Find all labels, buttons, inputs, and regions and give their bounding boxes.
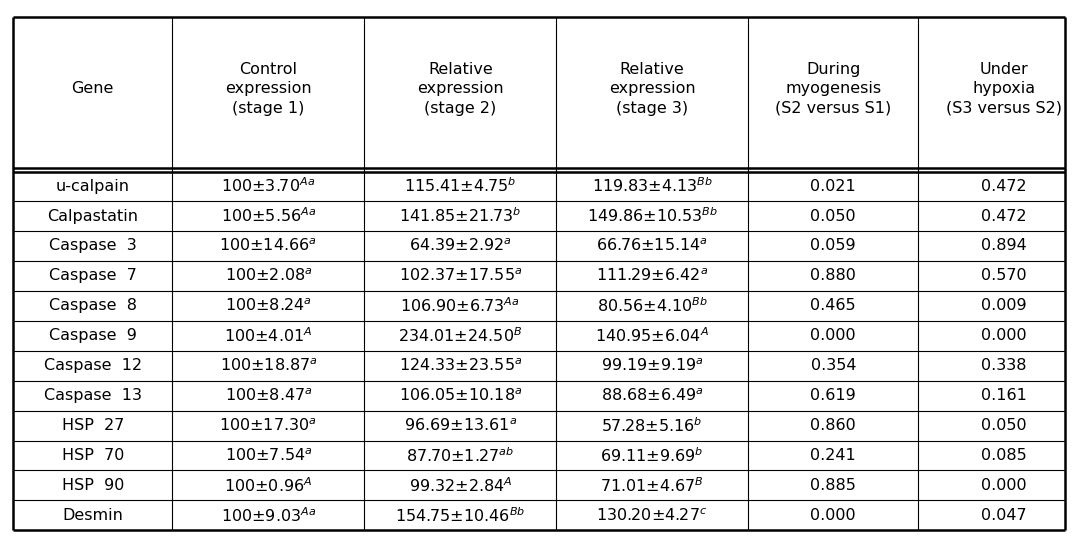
Text: During
myogenesis
(S2 versus S1): During myogenesis (S2 versus S1) — [775, 62, 892, 116]
Text: Desmin: Desmin — [63, 508, 123, 523]
Text: 100±0.96$^{A}$: 100±0.96$^{A}$ — [224, 476, 313, 495]
Text: Gene: Gene — [71, 82, 114, 96]
Text: 0.880: 0.880 — [811, 268, 856, 284]
Text: 0.619: 0.619 — [811, 388, 856, 403]
Text: 0.050: 0.050 — [981, 418, 1026, 433]
Text: 0.021: 0.021 — [811, 179, 856, 194]
Text: 0.047: 0.047 — [981, 508, 1026, 523]
Text: 99.32±2.84$^{A}$: 99.32±2.84$^{A}$ — [409, 476, 512, 495]
Text: 115.41±4.75$^{b}$: 115.41±4.75$^{b}$ — [404, 177, 516, 195]
Text: 0.241: 0.241 — [811, 448, 856, 463]
Text: 106.05±10.18$^{a}$: 106.05±10.18$^{a}$ — [399, 387, 522, 404]
Text: 0.000: 0.000 — [811, 508, 856, 523]
Text: 106.90±6.73$^{Aa}$: 106.90±6.73$^{Aa}$ — [400, 296, 521, 315]
Text: 100±9.03$^{Aa}$: 100±9.03$^{Aa}$ — [221, 506, 316, 525]
Text: 154.75±10.46$^{Bb}$: 154.75±10.46$^{Bb}$ — [396, 506, 525, 525]
Text: 100±5.56$^{Aa}$: 100±5.56$^{Aa}$ — [221, 207, 316, 225]
Text: Caspase  9: Caspase 9 — [49, 328, 137, 343]
Text: Control
expression
(stage 1): Control expression (stage 1) — [225, 62, 312, 116]
Text: Caspase  13: Caspase 13 — [44, 388, 141, 403]
Text: 0.472: 0.472 — [981, 179, 1026, 194]
Text: Relative
expression
(stage 2): Relative expression (stage 2) — [417, 62, 503, 116]
Text: 100±8.24$^{a}$: 100±8.24$^{a}$ — [225, 298, 312, 314]
Text: 0.860: 0.860 — [811, 418, 856, 433]
Text: 0.354: 0.354 — [811, 358, 856, 373]
Text: Caspase  12: Caspase 12 — [43, 358, 142, 373]
Text: u-calpain: u-calpain — [56, 179, 129, 194]
Text: 100±14.66$^{a}$: 100±14.66$^{a}$ — [220, 238, 317, 254]
Text: 100±3.70$^{Aa}$: 100±3.70$^{Aa}$ — [221, 177, 316, 195]
Text: Relative
expression
(stage 3): Relative expression (stage 3) — [609, 62, 695, 116]
Text: 111.29±6.42$^{a}$: 111.29±6.42$^{a}$ — [596, 268, 708, 284]
Text: 119.83±4.13$^{Bb}$: 119.83±4.13$^{Bb}$ — [592, 177, 713, 195]
Text: 0.570: 0.570 — [981, 268, 1026, 284]
Text: 100±2.08$^{a}$: 100±2.08$^{a}$ — [224, 268, 313, 284]
Text: 234.01±24.50$^{B}$: 234.01±24.50$^{B}$ — [398, 326, 523, 345]
Text: Under
hypoxia
(S3 versus S2): Under hypoxia (S3 versus S2) — [945, 62, 1062, 116]
Text: 69.11±9.69$^{b}$: 69.11±9.69$^{b}$ — [600, 446, 704, 465]
Text: 149.86±10.53$^{Bb}$: 149.86±10.53$^{Bb}$ — [586, 207, 718, 225]
Text: 87.70±1.27$^{ab}$: 87.70±1.27$^{ab}$ — [406, 446, 514, 465]
Text: Caspase  3: Caspase 3 — [49, 239, 137, 253]
Text: 80.56±4.10$^{Bb}$: 80.56±4.10$^{Bb}$ — [596, 296, 708, 315]
Text: 100±18.87$^{a}$: 100±18.87$^{a}$ — [220, 357, 317, 374]
Text: 0.161: 0.161 — [981, 388, 1026, 403]
Text: 102.37±17.55$^{a}$: 102.37±17.55$^{a}$ — [399, 268, 522, 284]
Text: Caspase  7: Caspase 7 — [49, 268, 137, 284]
Text: 0.894: 0.894 — [981, 239, 1026, 253]
Text: 0.885: 0.885 — [811, 478, 856, 493]
Text: 0.465: 0.465 — [811, 298, 856, 313]
Text: 88.68±6.49$^{a}$: 88.68±6.49$^{a}$ — [600, 387, 704, 404]
Text: 130.20±4.27$^{c}$: 130.20±4.27$^{c}$ — [596, 507, 708, 524]
Text: HSP  90: HSP 90 — [61, 478, 124, 493]
Text: 0.000: 0.000 — [981, 328, 1026, 343]
Text: Caspase  8: Caspase 8 — [49, 298, 137, 313]
Text: 124.33±23.55$^{a}$: 124.33±23.55$^{a}$ — [399, 357, 522, 374]
Text: 57.28±5.16$^{b}$: 57.28±5.16$^{b}$ — [602, 416, 703, 435]
Text: 0.009: 0.009 — [981, 298, 1026, 313]
Text: 0.338: 0.338 — [981, 358, 1026, 373]
Text: 100±8.47$^{a}$: 100±8.47$^{a}$ — [224, 387, 313, 404]
Text: 100±7.54$^{a}$: 100±7.54$^{a}$ — [224, 447, 313, 464]
Text: 66.76±15.14$^{a}$: 66.76±15.14$^{a}$ — [596, 238, 708, 254]
Text: 0.472: 0.472 — [981, 208, 1026, 224]
Text: 0.000: 0.000 — [811, 328, 856, 343]
Text: 71.01±4.67$^{B}$: 71.01±4.67$^{B}$ — [600, 476, 704, 495]
Text: 0.000: 0.000 — [981, 478, 1026, 493]
Text: 99.19±9.19$^{a}$: 99.19±9.19$^{a}$ — [600, 357, 704, 374]
Text: 0.085: 0.085 — [981, 448, 1026, 463]
Text: 64.39±2.92$^{a}$: 64.39±2.92$^{a}$ — [409, 238, 512, 254]
Text: 140.95±6.04$^{A}$: 140.95±6.04$^{A}$ — [595, 326, 709, 345]
Text: HSP  27: HSP 27 — [61, 418, 124, 433]
Text: 0.059: 0.059 — [811, 239, 856, 253]
Text: Calpastatin: Calpastatin — [47, 208, 138, 224]
Text: 141.85±21.73$^{b}$: 141.85±21.73$^{b}$ — [399, 207, 522, 225]
Text: 100±4.01$^{A}$: 100±4.01$^{A}$ — [224, 326, 313, 345]
Text: HSP  70: HSP 70 — [61, 448, 124, 463]
Text: 96.69±13.61$^{a}$: 96.69±13.61$^{a}$ — [403, 417, 517, 434]
Text: 0.050: 0.050 — [811, 208, 856, 224]
Text: 100±17.30$^{a}$: 100±17.30$^{a}$ — [220, 417, 317, 434]
